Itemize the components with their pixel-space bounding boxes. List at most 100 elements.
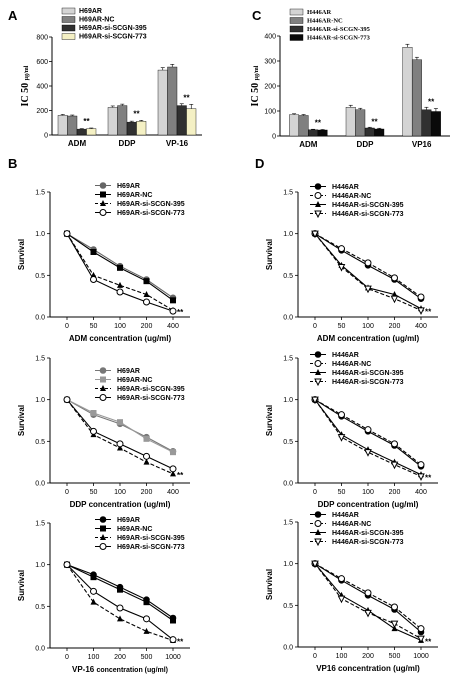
series-line	[314, 233, 422, 311]
significance-marker: **	[425, 307, 432, 316]
legend-label: H69AR-si-SCGN-395	[79, 25, 147, 32]
y-tick-label: 0.0	[283, 645, 293, 652]
bar	[107, 107, 118, 136]
x-tick-label: 0	[65, 323, 69, 330]
legend-label: H446AR-si-SCGN-773	[332, 379, 404, 386]
series-line	[66, 233, 174, 311]
data-point	[117, 586, 123, 593]
series-line	[314, 399, 422, 477]
survival-chart: 0.0 0.5 1.0 1.5 0 50 100 200 400 Survival ADM conc…	[17, 182, 190, 343]
bar	[57, 115, 68, 136]
series-line	[314, 233, 422, 310]
data-point	[311, 396, 319, 405]
y-tick-label: 100	[264, 109, 276, 116]
data-point	[99, 543, 107, 550]
data-point	[169, 307, 177, 315]
bar	[421, 109, 432, 137]
bar	[355, 109, 366, 137]
survival-chart: 0.0 0.5 1.0 1.5 0 100 200 500 1000 Survival VP-16 …	[17, 516, 190, 674]
data-point	[364, 449, 372, 457]
x-category-label: ADM	[299, 140, 318, 149]
x-tick-label: 200	[114, 654, 126, 661]
bar	[117, 105, 128, 136]
y-axis-label: IC 50 μg/ml	[250, 65, 261, 106]
y-axis-label: Survival	[265, 405, 274, 436]
data-point	[337, 595, 346, 604]
legend-label: H69AR-si-SCGN-773	[117, 544, 185, 551]
legend-swatch	[61, 16, 76, 23]
data-point	[311, 230, 319, 239]
data-point	[143, 298, 150, 306]
x-tick-label: 100	[114, 489, 126, 496]
data-point	[417, 635, 425, 644]
data-point	[143, 435, 150, 442]
data-point	[100, 525, 106, 532]
y-tick-label: 1.5	[283, 190, 293, 197]
x-axis-label: ADM concentration (ug/ml)	[69, 334, 172, 343]
data-point	[314, 351, 322, 358]
x-category-label: VP16	[412, 140, 432, 149]
x-tick-label: 200	[141, 489, 153, 496]
data-point	[143, 458, 150, 465]
data-point	[99, 516, 107, 523]
survival-chart: 0.0 0.5 1.0 1.5 0 100 200 500 1000 Survival VP16 c…	[265, 511, 438, 673]
x-category-label: ADM	[68, 139, 87, 148]
data-point	[390, 461, 399, 470]
panel-letter: C	[252, 8, 262, 23]
data-point	[143, 278, 150, 285]
data-point	[90, 598, 97, 605]
data-point	[100, 376, 106, 383]
legend-label: H69AR-si-SCGN-395	[117, 201, 185, 208]
bar	[67, 115, 78, 136]
legend-label: H446AR	[332, 184, 359, 191]
panel-letter: D	[255, 156, 264, 171]
x-tick-label: 200	[141, 323, 153, 330]
data-point	[169, 465, 177, 473]
legend-label: H69AR	[117, 368, 140, 375]
data-point	[116, 440, 124, 448]
x-tick-label: 400	[415, 323, 427, 330]
x-axis-label: DDP concentration (ug/ml)	[70, 500, 171, 509]
legend-label: H69AR	[117, 517, 140, 524]
x-tick-label: 100	[362, 489, 374, 496]
y-tick-label: 1.0	[283, 231, 293, 238]
legend-label: H446AR	[332, 512, 359, 519]
x-tick-label: 200	[389, 489, 401, 496]
y-tick-label: 1.0	[35, 562, 45, 569]
x-tick-label: 0	[65, 489, 69, 496]
legend-label: H446AR	[332, 352, 359, 359]
x-tick-label: 100	[336, 653, 348, 660]
series-line	[314, 563, 422, 641]
series-line	[66, 564, 174, 642]
data-point	[314, 538, 322, 547]
data-point	[90, 427, 97, 435]
data-point	[338, 575, 345, 583]
x-tick-label: 200	[362, 653, 374, 660]
y-tick-label: 0.0	[283, 315, 293, 322]
legend-label: H69AR-si-SCGN-395	[117, 386, 185, 393]
data-point	[314, 183, 322, 190]
survival-chart: 0.0 0.5 1.0 1.5 0 50 100 200 400 Survival DDP conc…	[17, 356, 190, 509]
data-point	[170, 297, 176, 304]
legend-label: H446AR-NC	[332, 361, 371, 368]
data-point	[90, 574, 97, 581]
legend-label: H446AR-NC	[332, 521, 371, 528]
bar-chart-C: 0 100 200 300 400 IC 50 μg/ml ** ADM ** DDP ** VP16…	[250, 8, 450, 149]
data-point	[143, 599, 150, 606]
y-tick-label: 0.0	[283, 481, 293, 488]
x-tick-label: 50	[338, 489, 346, 496]
data-point	[90, 249, 97, 255]
bar	[176, 105, 187, 136]
x-tick-label: 0	[313, 323, 317, 330]
legend-label: H69AR	[79, 8, 102, 15]
legend-label: H69AR-NC	[117, 192, 152, 199]
y-tick-label: 1.0	[283, 397, 293, 404]
data-point	[100, 191, 106, 198]
data-point	[417, 473, 425, 481]
data-point	[314, 360, 322, 367]
y-tick-label: 200	[36, 108, 48, 115]
y-axis-label: IC 50 μg/ml	[20, 65, 31, 106]
x-tick-label: 1000	[413, 653, 429, 660]
data-point	[99, 394, 107, 401]
x-tick-label: 500	[141, 654, 153, 661]
